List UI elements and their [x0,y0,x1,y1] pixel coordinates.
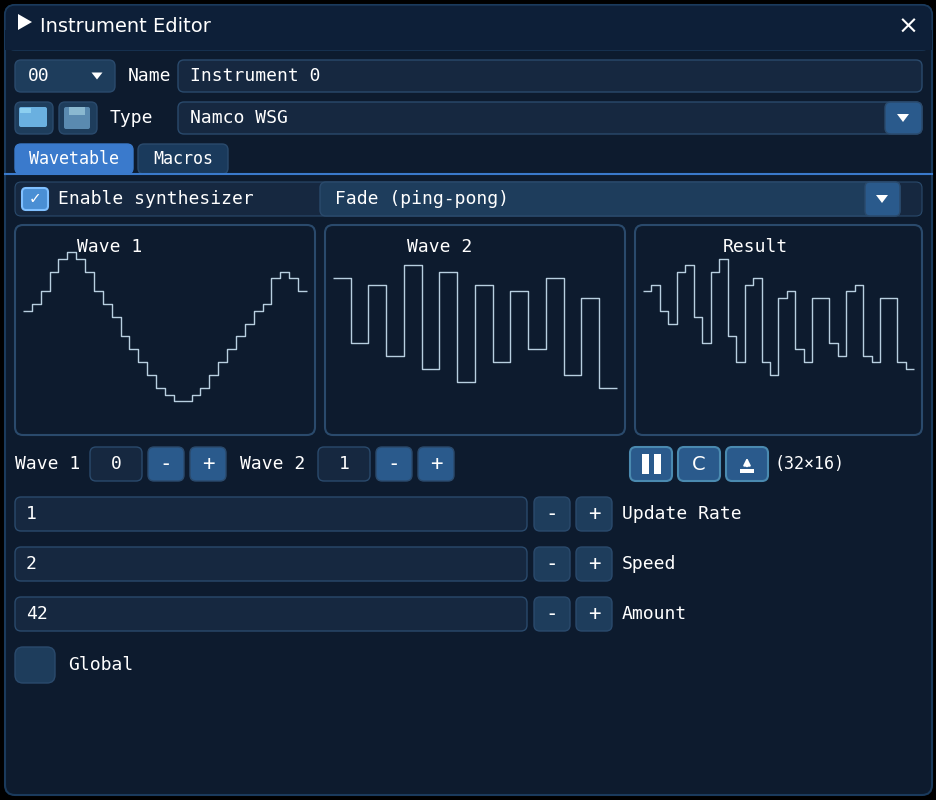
FancyBboxPatch shape [417,447,454,481]
FancyBboxPatch shape [317,447,370,481]
FancyBboxPatch shape [375,447,412,481]
Bar [20,108,31,113]
Text: +: + [430,454,442,474]
FancyBboxPatch shape [178,60,921,92]
Text: 00: 00 [28,67,50,85]
FancyBboxPatch shape [178,102,921,134]
Bar [69,107,85,115]
FancyBboxPatch shape [15,144,133,174]
FancyBboxPatch shape [534,597,569,631]
FancyBboxPatch shape [5,5,931,50]
FancyBboxPatch shape [15,182,921,216]
FancyBboxPatch shape [15,60,115,92]
Polygon shape [875,195,887,203]
Text: +: + [587,504,600,524]
Text: -: - [545,504,558,524]
Text: +: + [201,454,214,474]
FancyBboxPatch shape [534,497,569,531]
Text: 2: 2 [26,555,37,573]
FancyBboxPatch shape [15,102,53,134]
Text: Macros: Macros [153,150,212,168]
FancyBboxPatch shape [635,225,921,435]
Text: -: - [545,554,558,574]
Bar [653,454,660,474]
Text: Amount: Amount [622,605,686,623]
FancyBboxPatch shape [64,107,90,129]
Text: -: - [159,454,172,474]
Text: Wave 1: Wave 1 [78,238,142,256]
Text: Namco WSG: Namco WSG [190,109,287,127]
FancyBboxPatch shape [59,102,97,134]
Text: (32×16): (32×16) [774,455,844,473]
Text: Enable synthesizer: Enable synthesizer [58,190,254,208]
Polygon shape [896,114,908,122]
FancyBboxPatch shape [864,182,899,216]
Polygon shape [92,73,102,79]
Polygon shape [18,14,32,30]
FancyBboxPatch shape [534,547,569,581]
FancyBboxPatch shape [629,447,671,481]
FancyBboxPatch shape [320,182,899,216]
Bar [641,454,649,474]
Text: Name: Name [128,67,171,85]
Text: -: - [388,454,400,474]
Text: Type: Type [110,109,154,127]
FancyBboxPatch shape [576,497,611,531]
FancyBboxPatch shape [576,597,611,631]
FancyBboxPatch shape [576,547,611,581]
FancyBboxPatch shape [138,144,227,174]
FancyBboxPatch shape [15,647,55,683]
Text: Instrument Editor: Instrument Editor [40,18,211,37]
FancyBboxPatch shape [15,547,526,581]
FancyBboxPatch shape [678,447,719,481]
Text: Wave 2: Wave 2 [240,455,305,473]
FancyBboxPatch shape [190,447,226,481]
FancyBboxPatch shape [5,5,931,795]
Text: Update Rate: Update Rate [622,505,740,523]
FancyBboxPatch shape [15,597,526,631]
Text: +: + [587,554,600,574]
FancyBboxPatch shape [19,107,47,127]
FancyBboxPatch shape [90,447,142,481]
Text: 42: 42 [26,605,48,623]
FancyBboxPatch shape [148,447,183,481]
Text: Global: Global [68,656,133,674]
FancyBboxPatch shape [15,225,314,435]
Text: Fade (ping-pong): Fade (ping-pong) [335,190,508,208]
FancyBboxPatch shape [885,102,921,134]
Text: ✓: ✓ [29,191,41,206]
Text: 0: 0 [110,455,122,473]
FancyBboxPatch shape [725,447,768,481]
FancyBboxPatch shape [15,497,526,531]
Bar [739,469,753,473]
Text: Speed: Speed [622,555,676,573]
Text: 1: 1 [338,455,349,473]
Text: Wave 1: Wave 1 [15,455,80,473]
Text: Wave 2: Wave 2 [407,238,472,256]
Text: C: C [692,454,705,474]
FancyBboxPatch shape [22,188,48,210]
Text: -: - [545,604,558,624]
Text: +: + [587,604,600,624]
Text: Result: Result [722,238,787,256]
Bar [5,30,931,50]
FancyBboxPatch shape [325,225,624,435]
Text: ×: × [897,15,917,39]
Text: Instrument 0: Instrument 0 [190,67,320,85]
Text: 1: 1 [26,505,37,523]
Text: Wavetable: Wavetable [29,150,119,168]
